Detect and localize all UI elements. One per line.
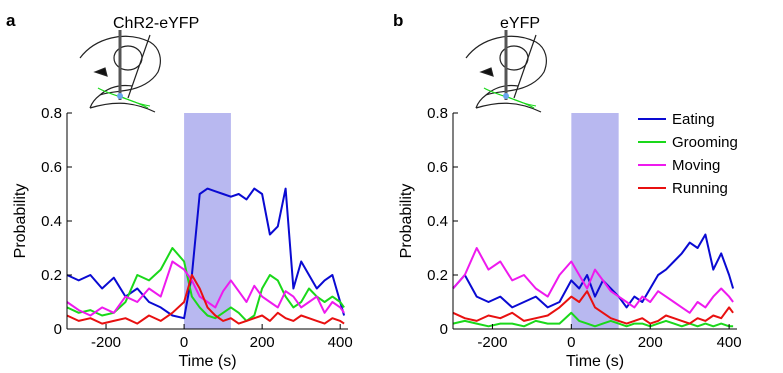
y-tick-label-a: 0 (54, 321, 62, 338)
series-line-running-b (452, 290, 734, 325)
legend: Eating Grooming Moving Running (638, 111, 738, 197)
y-tick-label-a: 0.2 (41, 267, 62, 284)
series-line-moving-a (66, 260, 345, 317)
series-line-running-a (66, 274, 345, 325)
x-tick-label-a: 400 (328, 334, 353, 351)
y-axis-label-a: Probability (12, 184, 29, 259)
mouse-head-illustration-b (465, 30, 547, 113)
x-tick-label-b: 200 (638, 334, 663, 351)
plot-area-a: 0 0.2 0.4 0.6 0.8 -200 0 200 400 Time (s) Probabil… (12, 105, 353, 370)
y-tick-label-b: 0.2 (427, 267, 448, 284)
y-tick-label-b: 0.8 (427, 105, 448, 122)
stimulation-shade-b (571, 113, 619, 329)
y-axis-label-b: Probability (398, 184, 415, 259)
y-tick-label-a: 0.8 (41, 105, 62, 122)
y-tick-label-a: 0.6 (41, 159, 62, 176)
legend-label-moving: Moving (672, 157, 720, 174)
x-tick-label-b: -200 (477, 334, 507, 351)
y-tick-label-b: 0 (440, 321, 448, 338)
series-line-eating-b (452, 233, 735, 309)
panel-letter-a: a (6, 11, 16, 30)
x-tick-label-a: 200 (250, 334, 275, 351)
x-axis-label-a: Time (s) (178, 353, 236, 370)
y-tick-label-b: 0.6 (427, 159, 448, 176)
x-tick-label-b: 0 (567, 334, 575, 351)
panel-title-a: ChR2-eYFP (113, 15, 199, 32)
series-line-grooming-b (452, 311, 734, 328)
x-tick-label-a: -200 (91, 334, 121, 351)
x-axis-label-b: Time (s) (566, 353, 624, 370)
panel-letter-b: b (393, 11, 403, 30)
legend-label-grooming: Grooming (672, 134, 738, 151)
panel-b: b eYFP (393, 11, 540, 32)
panel-title-b: eYFP (500, 15, 540, 32)
series-line-moving-b (452, 247, 734, 314)
legend-label-running: Running (672, 180, 728, 197)
mouse-head-illustration-a (79, 30, 161, 113)
y-tick-label-a: 0.4 (41, 213, 62, 230)
y-tick-label-b: 0.4 (427, 213, 448, 230)
panel-a: a ChR2-eYFP (6, 11, 199, 32)
plot-area-b: 0 0.2 0.4 0.6 0.8 -200 0 200 400 Time (s) Probabil… (398, 105, 742, 370)
legend-label-eating: Eating (672, 111, 715, 128)
x-tick-label-a: 0 (180, 334, 188, 351)
x-tick-label-b: 400 (717, 334, 742, 351)
